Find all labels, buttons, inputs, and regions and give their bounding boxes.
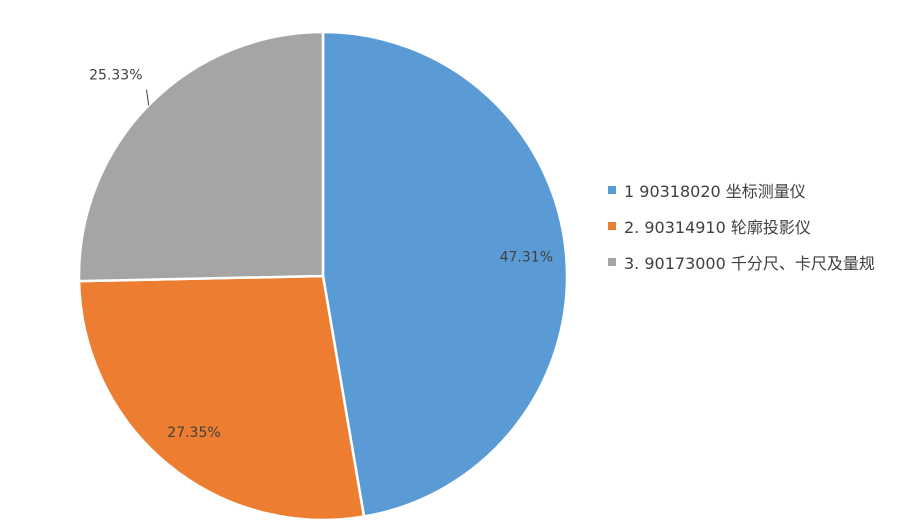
legend: 1 90318020 坐标测量仪 2. 90314910 轮廓投影仪 3. 90… bbox=[608, 172, 875, 280]
legend-label: 2. 90314910 轮廓投影仪 bbox=[624, 218, 811, 237]
legend-swatch bbox=[608, 222, 616, 230]
legend-label: 3. 90173000 千分尺、卡尺及量规 bbox=[624, 254, 875, 273]
pie-slice bbox=[321, 30, 569, 518]
legend-item: 1 90318020 坐标测量仪 bbox=[608, 172, 875, 208]
legend-label: 1 90318020 坐标测量仪 bbox=[624, 182, 806, 201]
data-label: 47.31% bbox=[500, 250, 553, 266]
legend-swatch bbox=[608, 258, 616, 266]
pie-slice bbox=[77, 274, 366, 522]
legend-item: 3. 90173000 千分尺、卡尺及量规 bbox=[608, 244, 875, 280]
leader-line bbox=[146, 89, 150, 106]
data-label: 25.33% bbox=[89, 68, 142, 84]
legend-item: 2. 90314910 轮廓投影仪 bbox=[608, 208, 875, 244]
legend-swatch bbox=[608, 186, 616, 194]
data-label: 27.35% bbox=[167, 425, 220, 441]
